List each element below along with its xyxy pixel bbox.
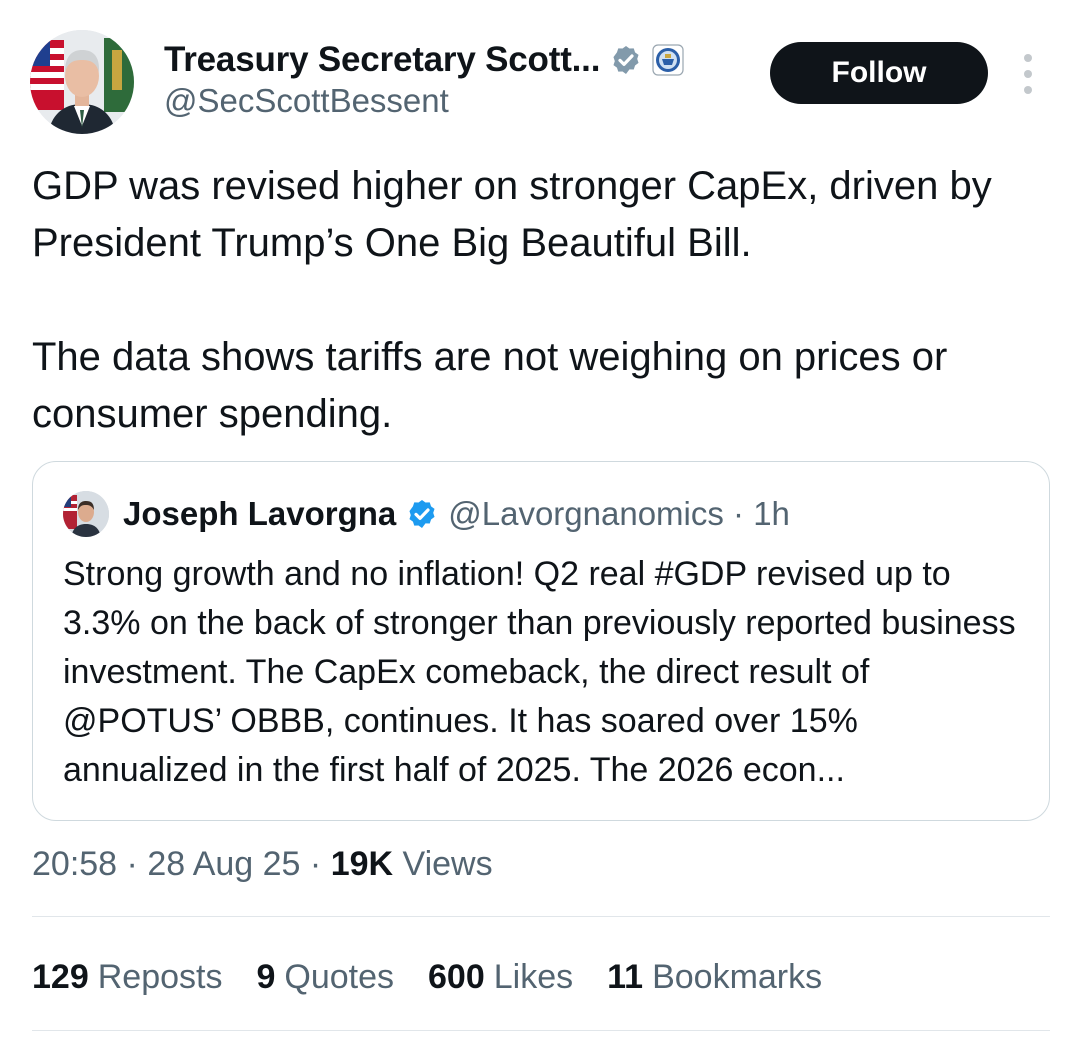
author-handle[interactable]: @SecScottBessent [164,82,449,119]
tweet-time[interactable]: 20:58 [32,844,118,883]
bookmarks-label: Bookmarks [652,957,823,996]
tweet-body: GDP was revised higher on stronger CapEx… [32,158,1052,443]
likes-label: Likes [493,957,574,996]
quoted-tweet-text: Strong growth and no inflation! Q2 real … [63,555,1016,789]
reposts-label: Reposts [97,957,223,996]
author-display-name[interactable]: Treasury Secretary Scott... [164,40,601,79]
verified-badge-icon [610,44,642,76]
views-label-text: Views [402,844,493,883]
divider [32,916,1050,917]
meta-separator: · [300,844,331,883]
bookmarks-stat[interactable]: 11 Bookmarks [607,958,822,997]
engagement-stats: 129 Reposts 9 Quotes 600 Likes 11 Bookmarks [32,952,822,1002]
views-label: Views [393,845,493,884]
tweet-paragraph: GDP was revised higher on stronger CapEx… [32,164,1003,265]
verified-badge-icon [406,498,438,530]
divider [32,1030,1050,1031]
quoted-tweet-header: Joseph Lavorgna @Lavorgnanomics · 1h [63,490,790,538]
likes-count: 600 [428,957,485,996]
likes-stat[interactable]: 600 Likes [428,958,573,997]
quotes-label: Quotes [284,957,395,996]
more-options-icon[interactable] [1016,54,1040,94]
tweet-meta: 20:58 · 28 Aug 25 · 19K Views [32,840,493,888]
author-name-row: Treasury Secretary Scott... [164,38,684,82]
quoted-author-name: Joseph Lavorgna [123,495,397,532]
tweet-header: Treasury Secretary Scott... @SecScottBes… [30,30,1050,134]
quotes-stat[interactable]: 9 Quotes [256,958,394,997]
bookmarks-count: 11 [607,957,644,996]
quoted-author-avatar [63,491,109,537]
author-avatar[interactable] [30,30,134,134]
quoted-author-handle-time: @Lavorgnanomics · 1h [448,495,790,532]
treasury-seal-icon [652,44,684,76]
reposts-stat[interactable]: 129 Reposts [32,958,222,997]
reposts-count: 129 [32,957,89,996]
quotes-count: 9 [256,957,276,996]
meta-separator: · [117,844,148,883]
quoted-tweet-card[interactable]: Joseph Lavorgna @Lavorgnanomics · 1h Str… [32,461,1050,821]
follow-button[interactable]: Follow [770,42,988,104]
tweet-paragraph: The data shows tariffs are not weighing … [32,335,959,436]
tweet-date[interactable]: 28 Aug 25 [147,844,301,883]
author-photo [30,30,134,134]
views-count: 19K [330,844,394,883]
